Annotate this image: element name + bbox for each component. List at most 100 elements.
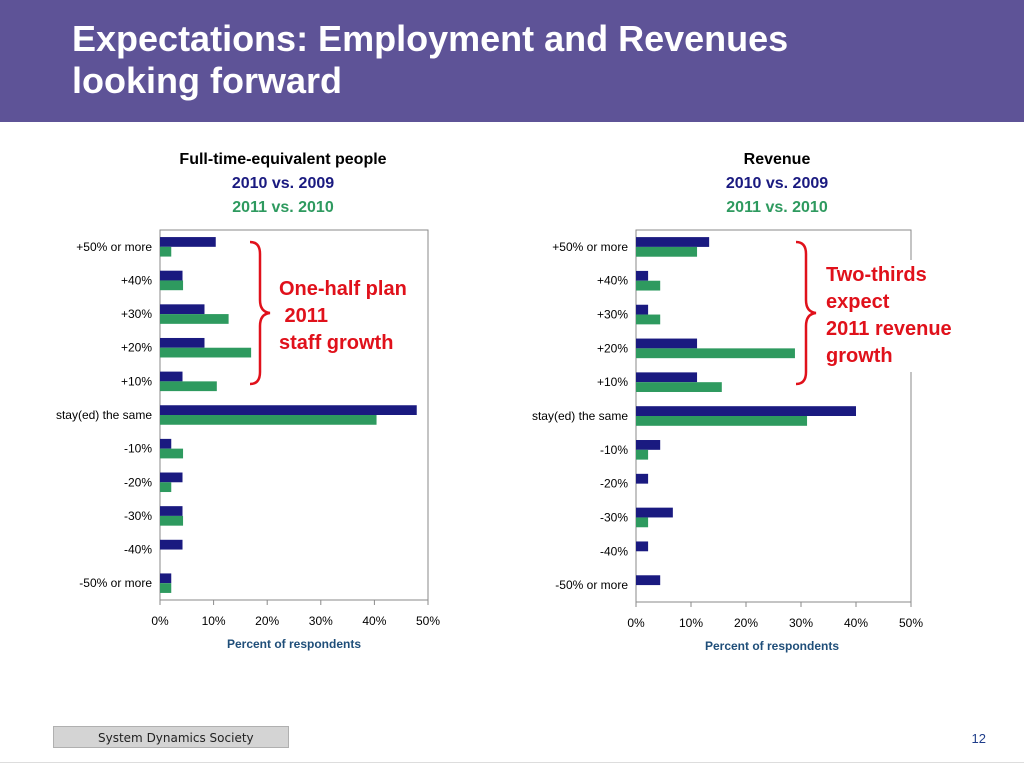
fte-chart-title: Full-time-equivalent people 2010 vs. 200… <box>133 148 433 220</box>
revenue-bar-series2 <box>636 280 661 291</box>
fte-brace-icon <box>249 240 271 386</box>
system-dynamics-society-logo: System Dynamics Society <box>53 726 289 748</box>
revenue-annotation-line-3: 2011 revenue <box>826 318 952 340</box>
revenue-bar-series2 <box>636 246 698 257</box>
revenue-bar-series1 <box>636 338 698 349</box>
revenue-bar-series1 <box>636 541 649 552</box>
fte-category-label: -20% <box>124 475 152 489</box>
fte-x-tick-label: 10% <box>202 614 226 628</box>
fte-bar-series2 <box>160 246 172 257</box>
revenue-bar-series1 <box>636 372 698 383</box>
fte-bar-series1 <box>160 573 172 584</box>
revenue-category-label: +50% or more <box>552 240 628 254</box>
fte-bar-series2 <box>160 280 184 291</box>
fte-bar-series2 <box>160 347 252 358</box>
revenue-category-label: -50% or more <box>555 578 628 592</box>
fte-bar-series1 <box>160 304 205 315</box>
revenue-bar-series1 <box>636 575 661 586</box>
fte-chart-series1-title: 2010 vs. 2009 <box>231 175 335 192</box>
fte-category-label: +40% <box>121 273 152 287</box>
fte-bar-series1 <box>160 539 183 550</box>
fte-x-tick-label: 0% <box>151 614 169 628</box>
revenue-bar-series1 <box>636 473 649 484</box>
revenue-annotation-line-1: Two-thirds <box>826 264 927 286</box>
footer-divider <box>0 762 1024 763</box>
revenue-bar-series1 <box>636 406 856 416</box>
fte-bar-series1 <box>160 237 216 247</box>
fte-bar-series2 <box>160 314 229 324</box>
fte-x-axis-label: Percent of respondents <box>226 637 362 651</box>
fte-bar-series1 <box>160 405 417 415</box>
revenue-annotation-line-2: expect <box>826 291 890 313</box>
fte-x-tick-label: 20% <box>255 614 279 628</box>
revenue-x-tick-label: 10% <box>679 616 703 630</box>
fte-chart-title-main: Full-time-equivalent people <box>179 151 387 168</box>
fte-annotation-line-2: 2011 <box>279 305 328 327</box>
revenue-bar-series1 <box>636 270 649 281</box>
slide-title-line-2: looking forward <box>72 60 342 101</box>
fte-category-label: -30% <box>124 509 152 523</box>
revenue-category-label: +20% <box>597 341 628 355</box>
revenue-bar-series1 <box>636 304 649 315</box>
fte-annotation-line-3: staff growth <box>279 332 394 354</box>
revenue-x-tick-label: 40% <box>844 616 868 630</box>
revenue-chart-series2-title: 2011 vs. 2010 <box>726 199 828 216</box>
fte-bar-series1 <box>160 337 205 348</box>
fte-category-label: -10% <box>124 442 152 456</box>
revenue-bar-series2 <box>636 416 808 426</box>
fte-bar-series1 <box>160 472 183 483</box>
fte-category-label: +30% <box>121 307 152 321</box>
fte-bar-series2 <box>160 381 217 392</box>
fte-chart-series2-title: 2011 vs. 2010 <box>232 199 334 216</box>
revenue-bar-series2 <box>636 382 722 392</box>
revenue-bar-series2 <box>636 449 649 460</box>
fte-x-tick-label: 50% <box>416 614 440 628</box>
fte-category-label: -40% <box>124 543 152 557</box>
fte-bar-series2 <box>160 515 184 526</box>
revenue-x-tick-label: 50% <box>899 616 923 630</box>
revenue-category-label: -30% <box>600 510 628 524</box>
fte-x-tick-label: 40% <box>362 614 386 628</box>
fte-bar-series1 <box>160 438 172 449</box>
fte-category-label: stay(ed) the same <box>56 408 152 422</box>
page-number: 12 <box>971 731 986 746</box>
revenue-category-label: -40% <box>600 544 628 558</box>
revenue-category-label: -20% <box>600 477 628 491</box>
revenue-bar-series2 <box>636 517 649 528</box>
revenue-category-label: +40% <box>597 274 628 288</box>
slide-title-line-1: Expectations: Employment and Revenues <box>72 18 789 59</box>
revenue-x-axis-label: Percent of respondents <box>704 639 840 653</box>
fte-bar-series2 <box>160 448 184 459</box>
fte-annotation-line-1: One-half plan <box>279 278 407 300</box>
revenue-category-label: stay(ed) the same <box>532 409 628 423</box>
revenue-x-tick-label: 20% <box>734 616 758 630</box>
fte-bar-series2 <box>160 415 377 425</box>
fte-annotation: One-half plan 2011 staff growth <box>275 274 411 359</box>
revenue-bar-series2 <box>636 348 795 359</box>
fte-category-label: +20% <box>121 341 152 355</box>
fte-bar-series2 <box>160 583 172 593</box>
revenue-annotation: Two-thirds expect 2011 revenue growth <box>822 260 956 372</box>
revenue-bar-series2 <box>636 314 661 325</box>
fte-category-label: +50% or more <box>76 240 152 254</box>
revenue-x-tick-label: 30% <box>789 616 813 630</box>
revenue-annotation-line-4: growth <box>826 345 893 367</box>
fte-x-tick-label: 30% <box>309 614 333 628</box>
revenue-chart-title-main: Revenue <box>743 151 811 168</box>
fte-bar-series1 <box>160 506 183 516</box>
fte-bar-series1 <box>160 270 183 281</box>
revenue-category-label: +30% <box>597 308 628 322</box>
slide-header: Expectations: Employment and Revenues lo… <box>0 0 1024 122</box>
revenue-bar-series1 <box>636 507 673 518</box>
fte-bar-series1 <box>160 371 183 382</box>
slide-title: Expectations: Employment and Revenues lo… <box>72 18 972 102</box>
revenue-bar-series1 <box>636 440 661 450</box>
fte-bar-series2 <box>160 482 172 493</box>
revenue-category-label: -10% <box>600 443 628 457</box>
fte-category-label: +10% <box>121 374 152 388</box>
revenue-chart-title: Revenue 2010 vs. 2009 2011 vs. 2010 <box>627 148 927 220</box>
revenue-category-label: +10% <box>597 375 628 389</box>
revenue-chart-series1-title: 2010 vs. 2009 <box>725 175 829 192</box>
